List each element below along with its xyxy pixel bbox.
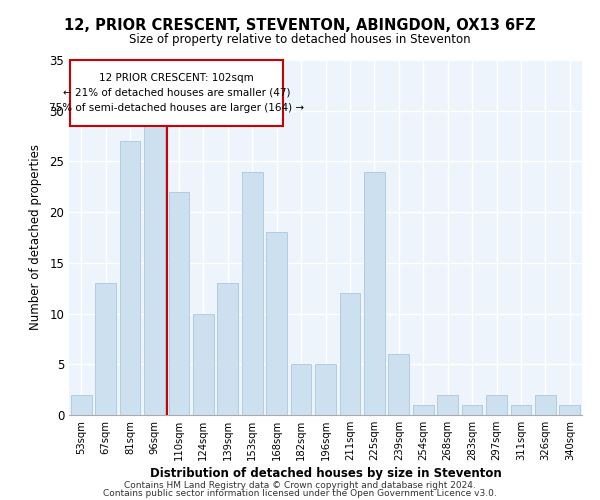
Bar <box>535 394 556 415</box>
Bar <box>144 121 165 415</box>
Y-axis label: Number of detached properties: Number of detached properties <box>29 144 43 330</box>
Bar <box>266 232 287 415</box>
Bar <box>413 405 434 415</box>
Bar <box>217 283 238 415</box>
Bar <box>559 405 580 415</box>
Text: Size of property relative to detached houses in Steventon: Size of property relative to detached ho… <box>129 32 471 46</box>
Text: Contains public sector information licensed under the Open Government Licence v3: Contains public sector information licen… <box>103 489 497 498</box>
Text: 12, PRIOR CRESCENT, STEVENTON, ABINGDON, OX13 6FZ: 12, PRIOR CRESCENT, STEVENTON, ABINGDON,… <box>64 18 536 32</box>
Bar <box>169 192 190 415</box>
Bar <box>340 294 361 415</box>
Bar <box>242 172 263 415</box>
X-axis label: Distribution of detached houses by size in Steventon: Distribution of detached houses by size … <box>149 467 502 480</box>
Bar <box>315 364 336 415</box>
Bar <box>119 141 140 415</box>
Bar <box>461 405 482 415</box>
Text: 12 PRIOR CRESCENT: 102sqm
← 21% of detached houses are smaller (47)
75% of semi-: 12 PRIOR CRESCENT: 102sqm ← 21% of detac… <box>49 73 304 113</box>
Bar <box>486 394 507 415</box>
FancyBboxPatch shape <box>70 60 283 126</box>
Bar <box>388 354 409 415</box>
Bar <box>290 364 311 415</box>
Bar <box>193 314 214 415</box>
Bar <box>437 394 458 415</box>
Text: Contains HM Land Registry data © Crown copyright and database right 2024.: Contains HM Land Registry data © Crown c… <box>124 480 476 490</box>
Bar <box>95 283 116 415</box>
Bar <box>511 405 532 415</box>
Bar <box>71 394 92 415</box>
Bar <box>364 172 385 415</box>
